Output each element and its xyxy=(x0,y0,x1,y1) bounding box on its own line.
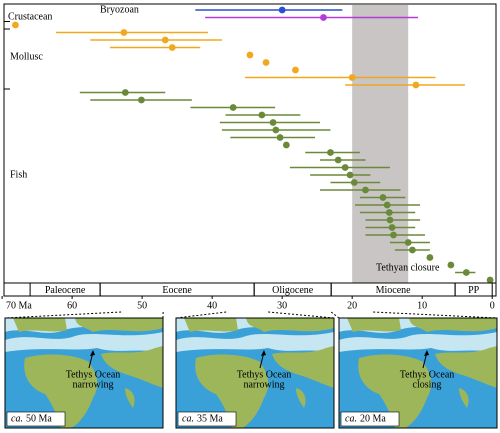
epoch-label: Paleocene xyxy=(45,285,86,296)
x-tick-label: 40 xyxy=(207,300,217,311)
age-box xyxy=(6,411,66,427)
point xyxy=(486,276,494,284)
point xyxy=(385,209,393,216)
age-box xyxy=(177,411,237,427)
point xyxy=(412,81,420,89)
group-label: Fish xyxy=(10,169,27,180)
point xyxy=(383,201,391,209)
point xyxy=(350,179,358,186)
arrow-head xyxy=(424,350,429,356)
group-label: Mollusc xyxy=(10,51,43,62)
x-tick-label: 50 xyxy=(137,300,147,311)
map-age: ca. 20 Ma xyxy=(345,414,386,425)
map-caption: Tethys Ocean xyxy=(237,369,292,380)
point xyxy=(278,6,286,14)
map-caption: narrowing xyxy=(72,379,113,390)
map-age-prefix: ca. xyxy=(182,414,194,425)
point xyxy=(362,186,369,194)
connector xyxy=(175,311,227,319)
map-caption: Tethys Ocean xyxy=(66,369,121,380)
point xyxy=(282,141,290,149)
epoch-box xyxy=(454,282,493,297)
point xyxy=(269,119,277,126)
map-age-label: 20 Ma xyxy=(360,414,386,425)
point xyxy=(168,44,176,51)
map-border xyxy=(175,317,335,429)
map-caption: narrowing xyxy=(243,379,284,390)
point xyxy=(292,66,299,74)
point xyxy=(120,29,128,36)
map-age: ca. 50 Ma xyxy=(11,414,52,425)
arrow-head xyxy=(90,350,95,356)
point xyxy=(388,224,396,231)
map-age-label: 50 Ma xyxy=(26,414,52,425)
x-tick-label: 0 xyxy=(490,300,495,311)
point xyxy=(246,51,254,59)
point xyxy=(138,96,145,104)
point xyxy=(462,269,470,276)
point xyxy=(386,216,394,224)
epoch-label: Eocene xyxy=(162,285,192,296)
arrow-head xyxy=(261,350,266,356)
x-tick-label: 70 Ma xyxy=(6,300,32,311)
map-caption: closing xyxy=(413,379,442,390)
point xyxy=(262,59,270,66)
point xyxy=(348,74,356,81)
x-tick-label: 20 xyxy=(347,300,357,311)
shade-label: Tethyan closure xyxy=(376,262,440,273)
epoch-label: Oligocene xyxy=(272,285,314,296)
point xyxy=(276,134,284,141)
point xyxy=(272,126,280,134)
point xyxy=(161,36,169,44)
point xyxy=(426,254,434,261)
point xyxy=(404,239,412,246)
map-age-prefix: ca. xyxy=(345,414,357,425)
shade-band xyxy=(352,5,409,283)
map-border xyxy=(4,317,164,429)
point xyxy=(341,164,349,171)
point xyxy=(121,89,129,96)
point xyxy=(229,104,237,111)
epoch-label: PP xyxy=(468,285,480,296)
group-label: Crustacean xyxy=(8,11,52,22)
map-border xyxy=(338,317,498,429)
x-tick-label: 30 xyxy=(277,300,287,311)
map-age-prefix: ca. xyxy=(11,414,23,425)
point xyxy=(334,156,342,164)
point xyxy=(447,261,455,269)
point xyxy=(408,246,416,254)
connector xyxy=(330,311,340,319)
connector xyxy=(268,311,335,319)
age-box xyxy=(340,411,400,427)
map-age: ca. 35 Ma xyxy=(182,414,223,425)
point xyxy=(390,231,397,239)
point xyxy=(327,149,334,156)
plot-frame xyxy=(3,3,497,297)
x-tick-label: 60 xyxy=(67,300,77,311)
epoch-label: Miocene xyxy=(376,285,412,296)
point xyxy=(346,171,354,179)
group-label: Bryozoan xyxy=(100,4,139,15)
point xyxy=(12,21,19,29)
point xyxy=(320,14,327,21)
connector xyxy=(373,311,498,319)
point xyxy=(258,111,266,119)
map-caption: Tethys Ocean xyxy=(400,369,455,380)
point xyxy=(379,194,387,201)
x-tick-label: 10 xyxy=(417,300,427,311)
connector xyxy=(4,311,122,319)
map-age-label: 35 Ma xyxy=(197,414,223,425)
